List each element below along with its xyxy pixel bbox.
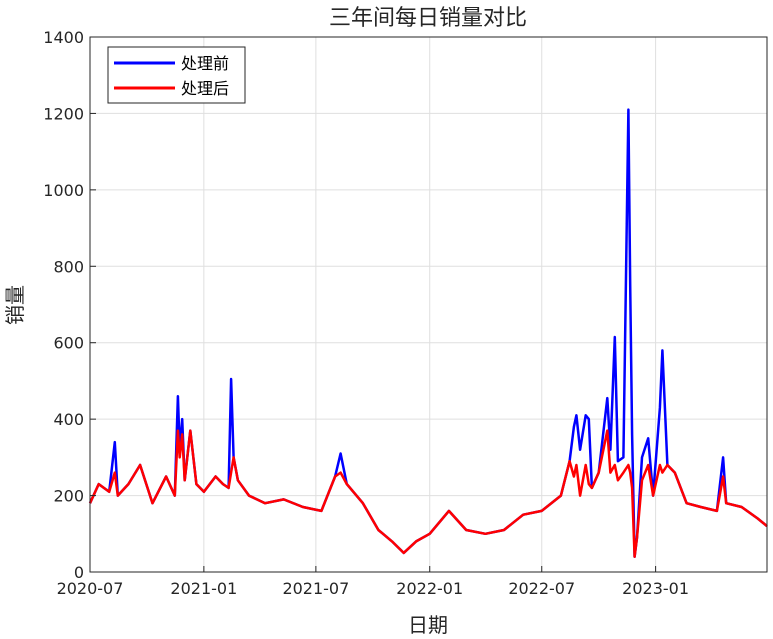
legend-box	[107, 46, 246, 104]
plot-frame	[89, 36, 768, 573]
y-tick-label: 800	[53, 257, 84, 276]
y-tick-label: 600	[53, 334, 84, 353]
x-tick-label: 2022-07	[508, 579, 575, 598]
y-tick-label: 200	[53, 487, 84, 506]
x-tick-label: 2021-01	[170, 579, 237, 598]
x-tick-label: 2023-01	[622, 579, 689, 598]
plot-area	[90, 37, 767, 572]
x-tick-label: 2022-01	[396, 579, 463, 598]
legend-label-before: 处理前	[181, 54, 229, 73]
y-axis-ticks: 0 200 400 600 800 1000 1200 1400	[43, 28, 96, 582]
y-tick-label: 400	[53, 410, 84, 429]
x-tick-label: 2021-07	[282, 579, 349, 598]
x-axis-ticks: 2020-07 2021-01 2021-07 2022-01 2022-07 2023-…	[57, 566, 689, 598]
chart-title: 三年间每日销量对比	[329, 6, 527, 31]
legend-label-after: 处理后	[181, 79, 229, 98]
series-lines	[88, 108, 768, 558]
x-axis-title: 日期	[408, 613, 448, 637]
y-tick-label: 1000	[43, 181, 84, 200]
y-axis-title: 销量	[3, 285, 27, 325]
legend: 处理前 处理后	[107, 46, 246, 104]
y-tick-label: 1400	[43, 28, 84, 47]
y-tick-label: 1200	[43, 104, 84, 123]
series-line-after	[88, 429, 768, 558]
x-tick-label: 2020-07	[57, 579, 124, 598]
y-tick-label: 0	[74, 563, 84, 582]
